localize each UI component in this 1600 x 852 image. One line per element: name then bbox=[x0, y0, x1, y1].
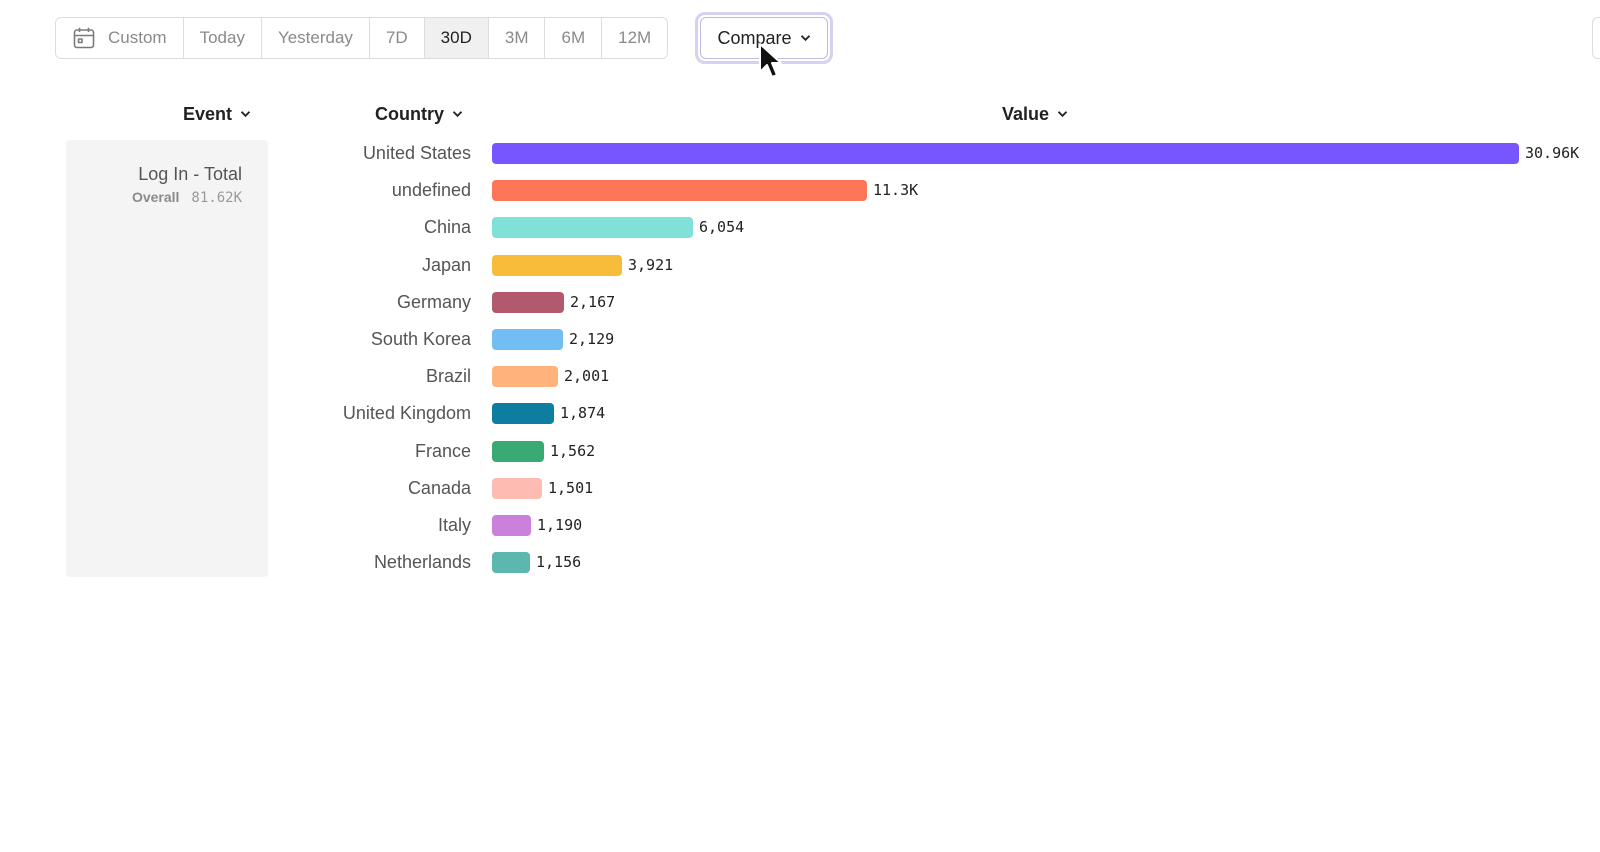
country-header-label: Country bbox=[375, 103, 444, 124]
value-column-header[interactable]: Value bbox=[1002, 101, 1068, 127]
value-bar[interactable] bbox=[492, 403, 554, 425]
event-name[interactable]: Log In - Total bbox=[138, 164, 242, 184]
country-label: United Kingdom bbox=[342, 403, 471, 424]
bar-value-label: 3,921 bbox=[628, 255, 674, 274]
value-bar[interactable] bbox=[492, 254, 622, 276]
overall-label: Overall bbox=[131, 189, 180, 205]
bar-value-label: 1,501 bbox=[548, 478, 594, 497]
chevron-down-icon bbox=[800, 35, 810, 42]
country-label: Japan bbox=[421, 254, 471, 275]
country-label: Italy bbox=[437, 515, 471, 535]
event-header-label: Event bbox=[183, 103, 233, 124]
date-range-toolbar: Custom Today Yesterday 7D 30D 3M 6M 12M bbox=[55, 17, 669, 59]
bar-value-label: 1,156 bbox=[536, 553, 582, 572]
bar-value-label: 1,874 bbox=[560, 404, 606, 423]
event-panel: Log In - Total Overall 81.62K bbox=[66, 140, 268, 577]
range-7d-button[interactable]: 7D bbox=[369, 18, 425, 58]
value-header-label: Value bbox=[1002, 103, 1050, 124]
country-label: South Korea bbox=[370, 329, 471, 349]
bar-value-label: 2,167 bbox=[570, 292, 616, 311]
compare-button[interactable]: Compare bbox=[700, 17, 828, 59]
country-label: China bbox=[423, 217, 471, 238]
event-column-header[interactable]: Event bbox=[183, 101, 251, 127]
compare-label: Compare bbox=[717, 27, 792, 48]
range-3m-button[interactable]: 3M bbox=[488, 18, 546, 58]
country-label: Netherlands bbox=[373, 552, 471, 573]
country-label: Brazil bbox=[425, 366, 471, 387]
country-column-header[interactable]: Country bbox=[375, 101, 463, 127]
bar-value-label: 1,190 bbox=[537, 516, 583, 534]
country-label: United States bbox=[362, 143, 471, 163]
country-bar-chart: United States 30.96K undefined 11.3K China 6,… bbox=[342, 143, 1580, 574]
overall-value: 81.62K bbox=[191, 190, 242, 206]
toolbar-overflow-control[interactable] bbox=[1592, 17, 1600, 59]
chevron-down-icon bbox=[452, 111, 463, 118]
range-12m-button[interactable]: 12M bbox=[602, 18, 668, 58]
range-today-button[interactable]: Today bbox=[183, 18, 262, 58]
mouse-cursor-icon bbox=[759, 43, 782, 78]
value-bar[interactable] bbox=[492, 180, 867, 202]
range-6m-button[interactable]: 6M bbox=[545, 18, 603, 58]
value-bar[interactable] bbox=[492, 366, 558, 388]
custom-range-button[interactable]: Custom bbox=[56, 18, 184, 58]
custom-range-label: Custom bbox=[108, 28, 167, 47]
country-label: Canada bbox=[407, 477, 471, 498]
value-bar[interactable] bbox=[492, 291, 564, 313]
bar-value-label: 6,054 bbox=[699, 218, 745, 237]
country-label: undefined bbox=[391, 180, 471, 201]
event-overall: Overall 81.62K bbox=[132, 189, 242, 206]
range-yesterday-button[interactable]: Yesterday bbox=[261, 18, 370, 58]
value-bar[interactable] bbox=[492, 440, 544, 462]
bar-value-label: 2,129 bbox=[569, 330, 615, 348]
chevron-down-icon bbox=[240, 111, 251, 118]
bar-value-label: 30.96K bbox=[1525, 144, 1580, 162]
bar-value-label: 11.3K bbox=[873, 181, 919, 200]
value-bar[interactable] bbox=[492, 552, 530, 574]
range-30d-button[interactable]: 30D bbox=[424, 18, 489, 58]
value-bar[interactable] bbox=[492, 143, 1519, 164]
chevron-down-icon bbox=[1057, 111, 1068, 118]
calendar-icon bbox=[73, 27, 95, 49]
bar-value-label: 2,001 bbox=[564, 367, 610, 386]
bar-value-label: 1,562 bbox=[550, 441, 596, 460]
value-bar[interactable] bbox=[492, 515, 531, 536]
country-label: France bbox=[414, 440, 471, 461]
value-bar[interactable] bbox=[492, 477, 542, 499]
value-bar[interactable] bbox=[492, 329, 563, 350]
value-bar[interactable] bbox=[492, 217, 693, 239]
country-label: Germany bbox=[396, 291, 471, 312]
